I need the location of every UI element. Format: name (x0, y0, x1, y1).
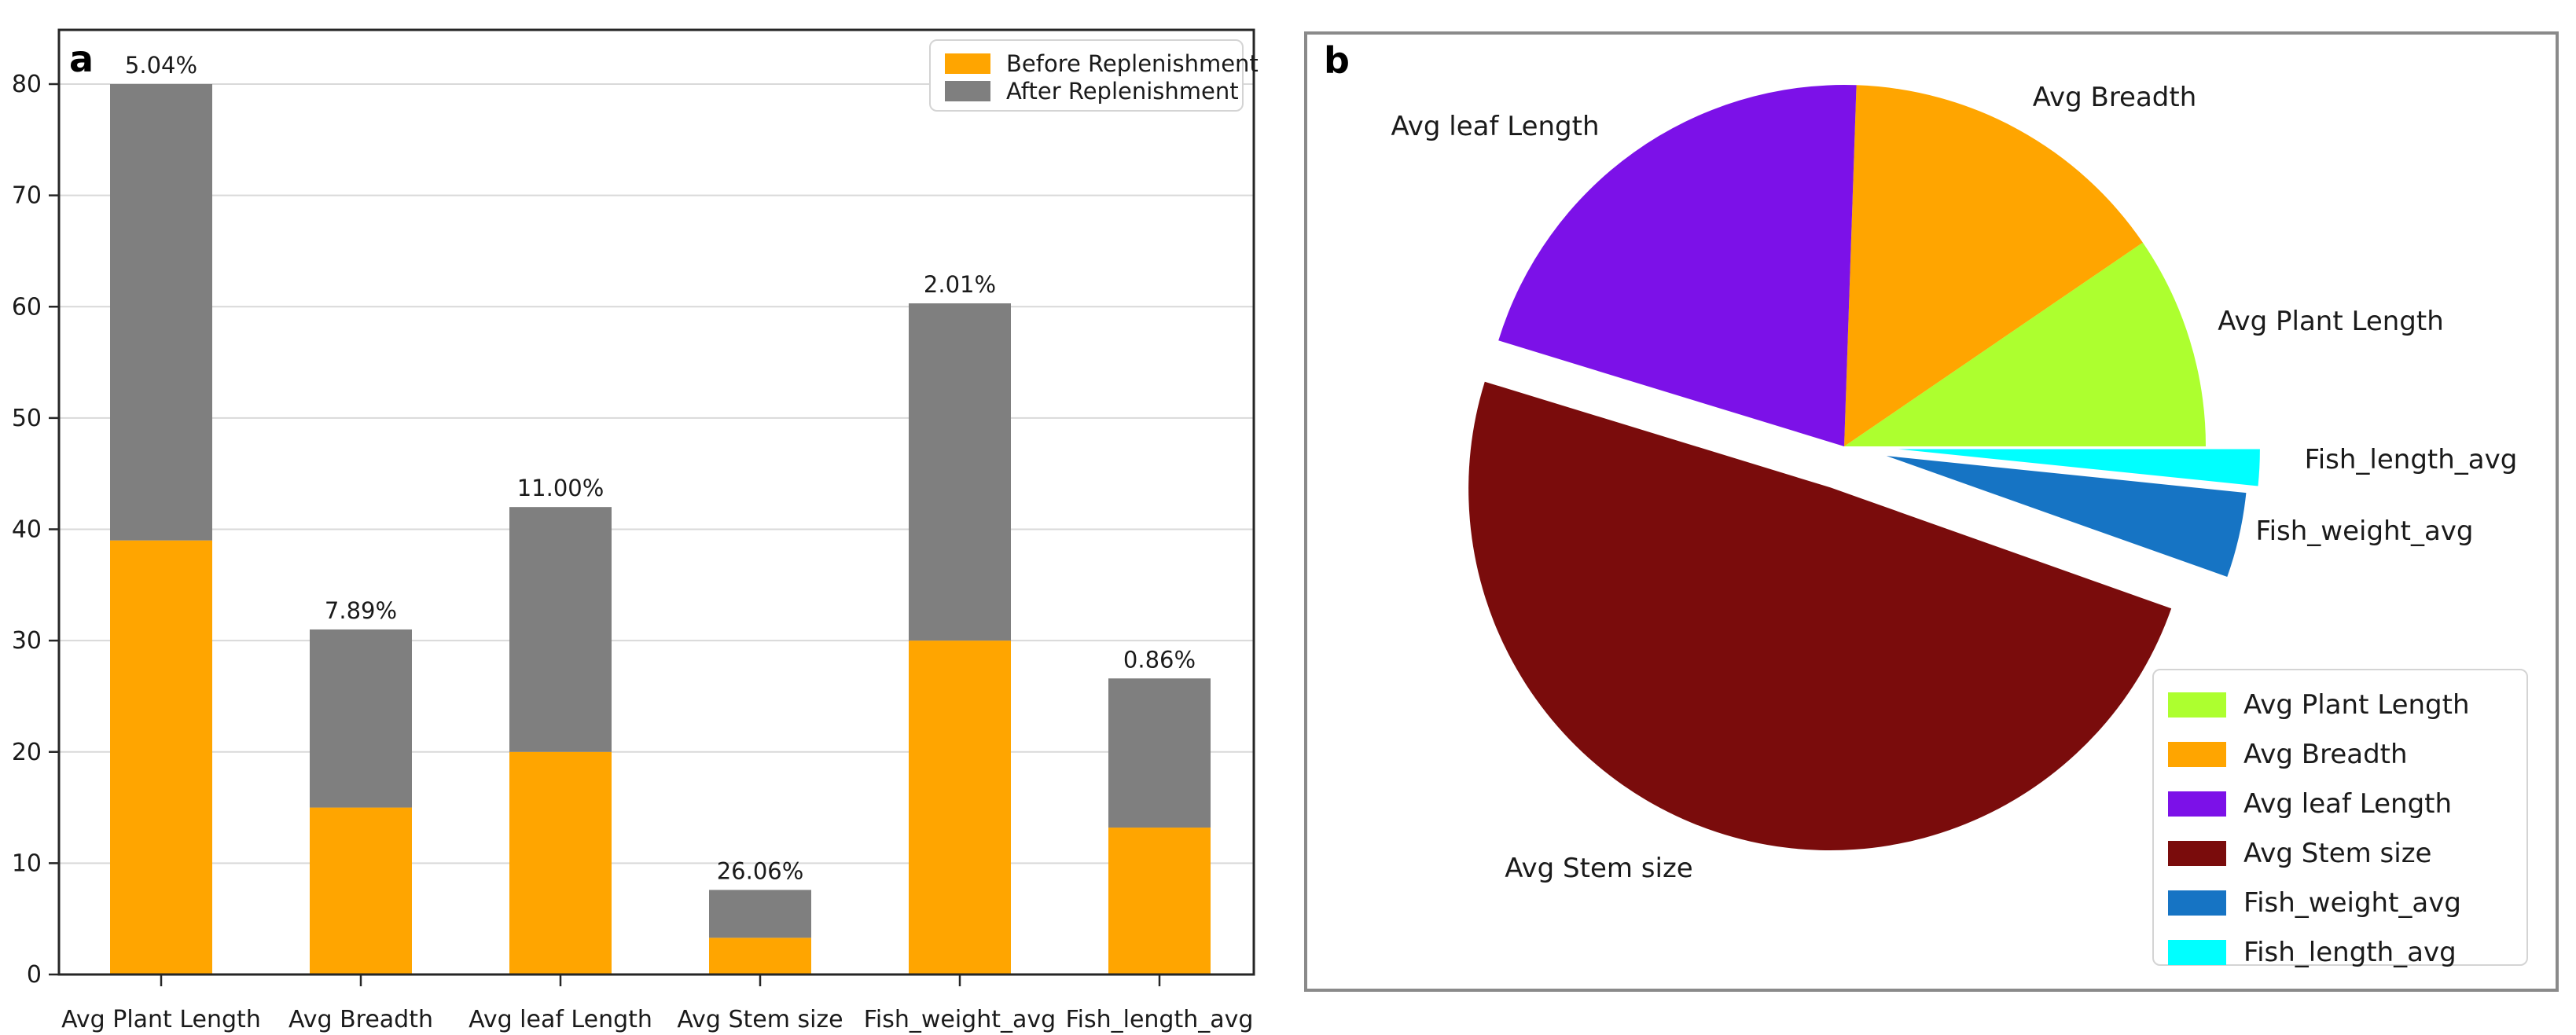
legend-swatch (2168, 791, 2226, 817)
bar-segment-before (310, 807, 412, 974)
bar-segment-after (509, 507, 612, 752)
legend-label: Fish_length_avg (2243, 936, 2457, 968)
y-tick-label: 80 (12, 71, 42, 98)
y-tick-label: 20 (12, 739, 42, 766)
bar-segment-after (1108, 678, 1211, 828)
bar-percent-label: 11.00% (517, 475, 604, 501)
pie-slice (1898, 449, 2260, 486)
pie-slice (1886, 456, 2247, 577)
bar-percent-label: 2.01% (924, 271, 996, 298)
pie-slice (1498, 85, 1857, 446)
legend-swatch (2168, 692, 2226, 718)
x-tick-label: Avg Plant Length (61, 1006, 261, 1033)
y-tick-label: 60 (12, 293, 42, 321)
x-tick-label: Fish_weight_avg (864, 1006, 1056, 1033)
x-tick-label: Avg leaf Length (469, 1006, 652, 1033)
legend-label: Avg Breadth (2243, 738, 2408, 770)
panel-b-border (1304, 31, 2559, 992)
legend-item: Before Replenishment (931, 50, 1259, 77)
bar-percent-label: 5.04% (125, 52, 197, 79)
pie-slice-label: Avg leaf Length (1391, 111, 1599, 142)
legend-swatch (2168, 840, 2226, 866)
bar-chart-legend: Before Replenishment After Replenishment (929, 39, 1259, 112)
legend-item: Avg Plant Length (2154, 680, 2526, 729)
legend-item: Avg Stem size (2154, 828, 2526, 878)
bar-segment-before (509, 751, 612, 974)
pie-chart-legend: Avg Plant Length Avg Breadth Avg leaf Leng… (2152, 669, 2528, 968)
pie-slice (1844, 85, 2143, 447)
legend-item: Avg leaf Length (2154, 779, 2526, 828)
y-tick-label: 40 (12, 516, 42, 544)
legend-swatch (945, 53, 990, 74)
bar-plot-frame (57, 28, 1255, 976)
bar-segment-before (1108, 828, 1211, 974)
pie-slice-label: Avg Stem size (1505, 853, 1692, 884)
pie-slice-label: Avg Breadth (2033, 82, 2197, 113)
y-tick-label: 10 (12, 850, 42, 877)
legend-item: Avg Breadth (2154, 729, 2526, 779)
legend-swatch (2168, 741, 2226, 767)
y-tick-label: 70 (12, 182, 42, 210)
panel-a-letter: a (69, 38, 94, 80)
bar-percent-label: 26.06% (717, 857, 804, 884)
panel-b-letter: b (1324, 39, 1350, 82)
bar-segment-before (909, 640, 1011, 974)
legend-swatch (2168, 890, 2226, 916)
bar-segment-after (110, 84, 212, 541)
legend-item: Fish_length_avg (2154, 927, 2526, 977)
bar-percent-label: 7.89% (325, 597, 397, 624)
y-tick-label: 50 (12, 405, 42, 432)
pie-slice (1468, 381, 2172, 851)
bar-segment-before (110, 540, 212, 974)
legend-label: Before Replenishment (1006, 50, 1259, 77)
bar-segment-after (310, 629, 412, 808)
bar-segment-after (709, 890, 811, 938)
bar-segment-after (909, 303, 1011, 641)
pie-slice-label: Fish_weight_avg (2256, 516, 2474, 547)
legend-swatch (945, 80, 990, 101)
legend-label: Avg Plant Length (2243, 688, 2470, 721)
legend-item: Fish_weight_avg (2154, 878, 2526, 927)
x-tick-label: Fish_length_avg (1066, 1006, 1254, 1033)
x-tick-label: Avg Stem size (677, 1006, 843, 1033)
legend-label: Avg leaf Length (2243, 787, 2453, 820)
legend-label: Avg Stem size (2243, 837, 2432, 869)
pie-slice (1844, 242, 2207, 446)
bar-segment-before (709, 938, 811, 974)
legend-item: After Replenishment (931, 77, 1242, 105)
legend-swatch (2168, 939, 2226, 965)
y-tick-label: 0 (27, 961, 42, 989)
x-tick-label: Avg Breadth (288, 1006, 433, 1033)
pie-slice-label: Avg Plant Length (2218, 306, 2444, 337)
bar-percent-label: 0.86% (1123, 646, 1196, 673)
legend-label: After Replenishment (1006, 77, 1239, 105)
pie-slice-label: Fish_length_avg (2305, 444, 2518, 475)
y-tick-label: 30 (12, 627, 42, 655)
legend-label: Fish_weight_avg (2243, 886, 2461, 919)
